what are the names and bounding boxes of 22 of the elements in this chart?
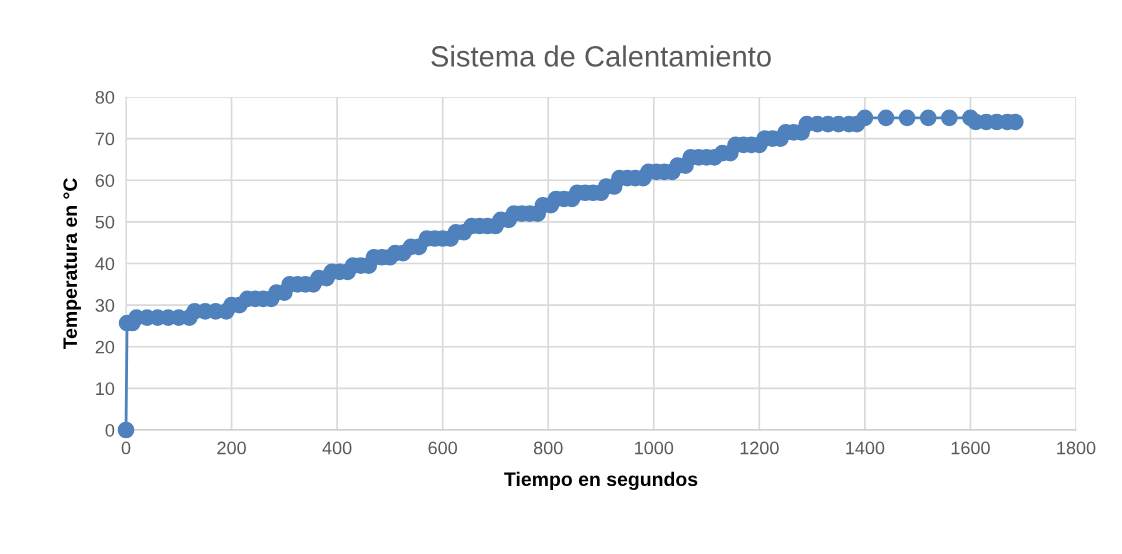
x-axis-title: Tiempo en segundos	[504, 471, 698, 491]
x-tick-label: 1800	[1057, 441, 1096, 455]
x-tick-label: 1200	[740, 441, 779, 455]
x-tick-label: 400	[322, 441, 352, 455]
x-tick-label: 1600	[951, 441, 990, 455]
x-tick-label: 800	[533, 441, 563, 455]
x-tick-label: 0	[121, 441, 131, 455]
y-axis-title: Temperatura en °C	[63, 178, 81, 350]
y-tick-label: 0	[105, 423, 115, 437]
y-tick-label: 80	[95, 90, 115, 104]
y-tick-label: 40	[95, 257, 115, 271]
y-tick-label: 60	[95, 174, 115, 187]
chart-title: Sistema de Calentamiento	[431, 45, 771, 67]
x-tick-label: 1000	[635, 441, 674, 455]
y-tick-label: 10	[96, 382, 115, 396]
y-tick-label: 70	[95, 132, 115, 146]
x-tick-label: 600	[428, 441, 458, 455]
y-tick-label: 50	[95, 215, 115, 229]
x-tick-label: 1400	[846, 441, 885, 455]
x-tick-label: 200	[217, 441, 246, 455]
y-tick-label: 30	[95, 299, 115, 312]
y-tick-label: 20	[95, 340, 115, 354]
